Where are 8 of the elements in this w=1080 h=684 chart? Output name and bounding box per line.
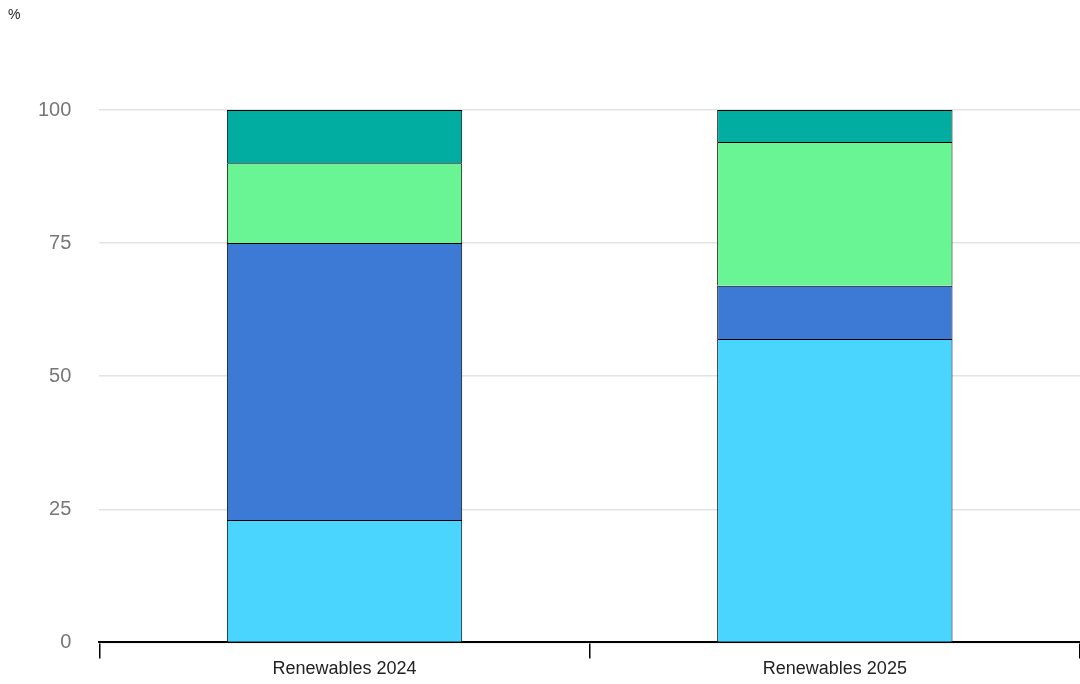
y-tick-label: 50 <box>49 363 72 386</box>
y-tick-label: 0 <box>60 629 72 652</box>
x-tick-label: Renewables 2025 <box>762 658 907 679</box>
y-tick-label: 100 <box>37 97 72 120</box>
y-tick-label: 75 <box>49 230 72 253</box>
x-tick-label: Renewables 2024 <box>272 658 417 679</box>
text: % <box>8 6 21 22</box>
y-tick-label: 25 <box>49 496 72 519</box>
